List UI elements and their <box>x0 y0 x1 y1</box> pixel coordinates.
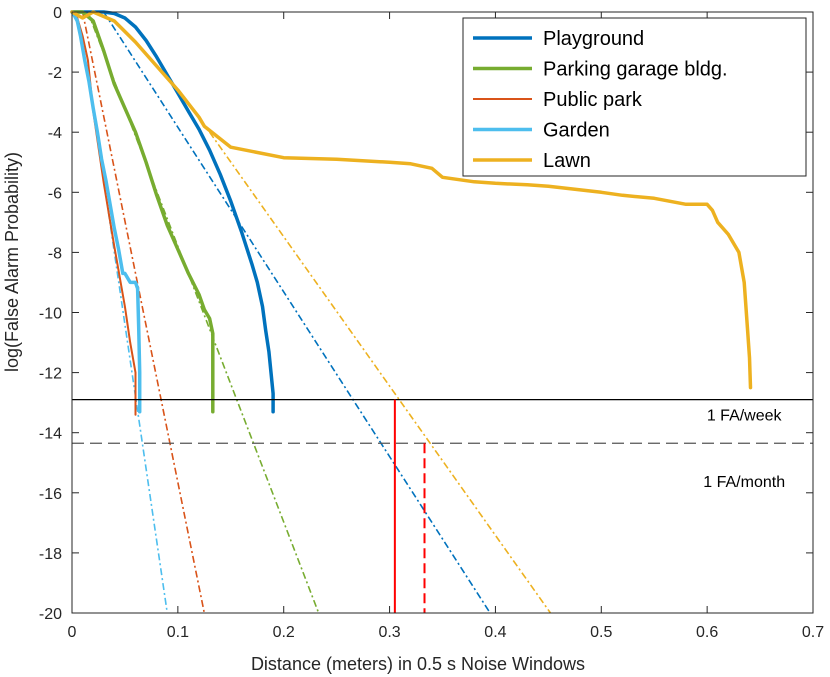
legend-label-2: Public park <box>543 89 643 111</box>
data-series <box>70 10 753 416</box>
x-tick-label-6: 0.6 <box>696 624 718 641</box>
y-tick-label-9: -18 <box>39 546 62 563</box>
legend-label-0: Playground <box>543 28 644 50</box>
series-line-2 <box>71 11 137 416</box>
x-axis-label: Distance (meters) in 0.5 s Noise Windows <box>251 654 585 674</box>
reference-lines <box>72 399 813 613</box>
series-line-1 <box>70 10 215 414</box>
axes: 0 0.1 0.2 0.3 0.4 0.5 0.6 0.7 0 -2 -4 -6 -8 -10 -12 -14… <box>39 5 824 641</box>
legend-label-3: Garden <box>543 120 610 142</box>
x-tick-label-0: 0 <box>68 624 77 641</box>
x-tick-label-1: 0.1 <box>167 624 189 641</box>
legend-box <box>462 17 807 177</box>
legend: Playground Parking garage bldg. Public par… <box>462 17 807 177</box>
annotation-1: 1 FA/month <box>703 474 785 491</box>
y-tick-label-8: -16 <box>39 486 62 503</box>
y-tick-label-1: -2 <box>48 65 62 82</box>
legend-label-1: Parking garage bldg. <box>543 59 728 81</box>
y-tick-label-2: -4 <box>48 125 62 142</box>
y-tick-label-3: -6 <box>48 185 62 202</box>
series-line-4 <box>70 10 753 390</box>
x-tick-label-7: 0.7 <box>802 624 824 641</box>
series-line-3 <box>70 10 142 414</box>
y-tick-label-7: -14 <box>39 426 62 443</box>
annotations: 1 FA/week 1 FA/month <box>703 408 785 491</box>
x-tick-label-4: 0.4 <box>484 624 506 641</box>
series-line-0 <box>70 10 275 414</box>
extrapolation-line-0 <box>103 11 491 614</box>
x-tick-label-5: 0.5 <box>590 624 612 641</box>
y-tick-label-10: -20 <box>39 606 62 623</box>
legend-label-4: Lawn <box>543 150 591 172</box>
y-axis-label: log(False Alarm Probability) <box>2 152 22 372</box>
annotation-0: 1 FA/week <box>707 408 783 425</box>
extrapolation-line-4 <box>208 131 552 614</box>
x-tick-label-2: 0.2 <box>273 624 295 641</box>
y-tick-label-6: -12 <box>39 366 62 383</box>
y-tick-label-0: 0 <box>53 5 62 22</box>
x-tick-label-3: 0.3 <box>378 624 400 641</box>
extrapolation-line-2 <box>81 11 206 614</box>
y-tick-label-5: -10 <box>39 306 62 323</box>
y-tick-label-4: -8 <box>48 245 62 262</box>
